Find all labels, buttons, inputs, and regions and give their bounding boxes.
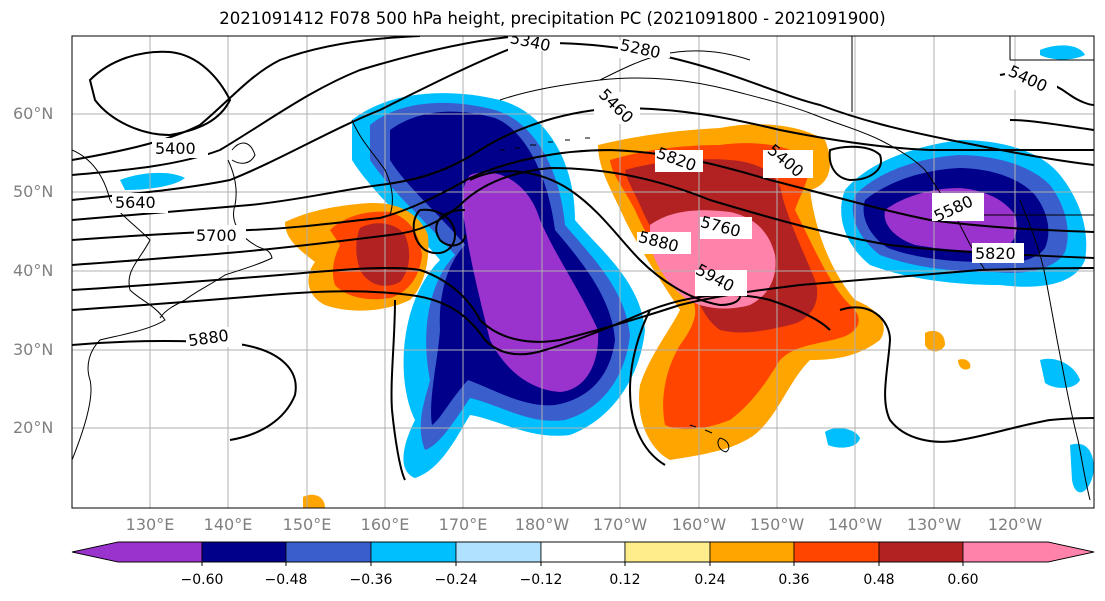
- anomaly-neg-patch: [825, 428, 860, 448]
- map-frame: [71, 35, 1095, 509]
- anomaly-neg-patch: [1040, 45, 1085, 60]
- colorbar-tick-label: 0.48: [863, 572, 895, 588]
- contour-label: 5400: [1005, 61, 1050, 95]
- lat-label: 30°N: [13, 340, 54, 359]
- lat-label: 40°N: [13, 261, 54, 280]
- colorbar-tick-label: 0.24: [694, 572, 726, 588]
- coastlines: [72, 36, 1094, 501]
- anomaly-pos-patch: [958, 359, 971, 370]
- anomaly-neg-patch: [1070, 443, 1094, 493]
- contour-label: 5820: [975, 244, 1016, 263]
- anomaly-pos-w-048: [356, 223, 410, 286]
- colorbar-tick-label: 0.12: [609, 572, 641, 588]
- lon-label: 120°W: [987, 515, 1043, 534]
- lat-label: 60°N: [13, 104, 54, 123]
- lon-label: 130°E: [125, 515, 175, 534]
- lon-label: 180°W: [514, 515, 570, 534]
- lon-label: 160°E: [360, 515, 410, 534]
- colorbar-tick-label: 0.60: [947, 572, 979, 588]
- graticule: [72, 36, 1094, 508]
- map-title: 2021091412 F078 500 hPa height, precipit…: [219, 9, 886, 28]
- colorbar-tick-label: −0.60: [180, 572, 224, 588]
- contour-label: 5700: [196, 226, 237, 245]
- lon-label: 150°W: [749, 515, 805, 534]
- lon-label: 130°W: [906, 515, 962, 534]
- colorbar-tick-label: −0.24: [434, 572, 478, 588]
- contour-label: 5280: [618, 35, 662, 62]
- height-contours: [72, 36, 1094, 481]
- colorbar-tick-label: −0.36: [349, 572, 393, 588]
- anomaly-pos-patch: [925, 330, 945, 352]
- colorbar: [71, 541, 1095, 566]
- lon-label: 140°E: [203, 515, 253, 534]
- contour-label: 5640: [115, 193, 156, 212]
- colorbar-tick-label: −0.48: [264, 572, 308, 588]
- anomaly-neg-patch: [1040, 358, 1080, 388]
- anomaly-pos-patch: [303, 494, 325, 508]
- lon-label: 170°W: [592, 515, 648, 534]
- lon-label: 150°E: [282, 515, 332, 534]
- lon-label: 170°E: [438, 515, 488, 534]
- anomaly-neg-060: [462, 172, 599, 392]
- lon-label: 140°W: [827, 515, 883, 534]
- contour-label: 5340: [508, 28, 552, 55]
- anomaly-neg-patch: [120, 172, 185, 190]
- colorbar-tick-label: −0.12: [519, 572, 563, 588]
- contour-label: 5400: [155, 139, 196, 158]
- lat-label: 50°N: [13, 182, 54, 201]
- lat-label: 20°N: [13, 418, 54, 437]
- colorbar-tick-label: 0.36: [778, 572, 810, 588]
- lon-label: 160°W: [671, 515, 727, 534]
